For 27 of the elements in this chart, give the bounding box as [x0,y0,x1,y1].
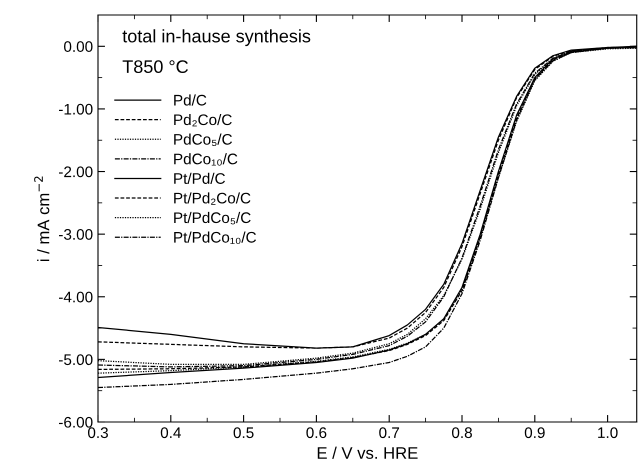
annotation: total in-hause synthesis [122,29,310,46]
legend-label: PdCo₁₀/C [174,153,238,166]
legend-label: Pt/Pd/C [174,172,226,184]
x-tick-label: 0.7 [379,427,400,438]
x-tick-label: 0.8 [452,427,472,438]
x-tick-label: 1.0 [598,427,618,438]
y-axis-title: i / mA cm$^{−2}$ [34,176,50,262]
legend-label: Pd/C [174,94,206,106]
y-tick-label: -2.00 [59,166,93,178]
y-tick-label: -1.00 [59,104,93,115]
x-axis-title: E / V vs. HRE [318,446,418,459]
y-tick-label: -3.00 [59,229,93,240]
x-tick-label: 0.5 [234,427,254,438]
y-tick-label: -5.00 [59,354,93,366]
y-tick-label: -6.00 [59,416,93,428]
x-tick-label: 0.6 [306,427,326,438]
x-tick-label: 0.9 [524,427,545,438]
legend-label: Pt/Pd₂Co/C [174,192,250,205]
y-tick-label: -4.00 [59,292,93,302]
legend-label: Pt/PdCo₁₀/C [174,231,256,244]
y-tick-label: 0.00 [64,41,93,52]
x-tick-label: 0.3 [88,427,108,438]
legend-label: PdCo₅/C [174,134,232,146]
legend-label: Pt/PdCo₅/C [174,212,251,224]
x-tick-label: 0.4 [160,427,181,438]
legend-label: Pd₂Co/C [174,114,232,126]
annotation: T850 °C [122,60,188,74]
